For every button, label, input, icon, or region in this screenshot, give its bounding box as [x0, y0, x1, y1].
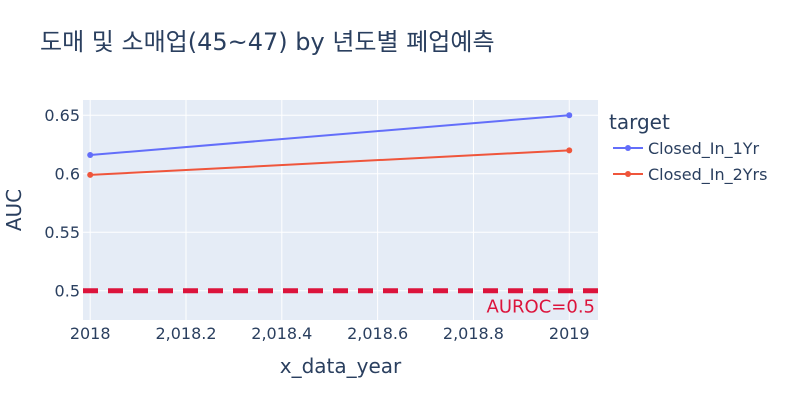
data-point[interactable]	[566, 147, 573, 154]
legend[interactable]: target Closed_In_1Yr Closed_In_2Yrs	[609, 110, 767, 185]
y-tick-label: 0.5	[55, 282, 80, 301]
series-group	[87, 112, 573, 178]
y-axis-label: AUC	[2, 189, 26, 231]
x-tick-label: 2018	[70, 324, 111, 343]
y-tick-label: 0.6	[55, 165, 80, 184]
y-tick-label: 0.65	[44, 106, 80, 125]
chart-title: 도매 및 소매업(45~47) by 년도별 폐업예측	[40, 28, 495, 56]
data-point[interactable]	[87, 171, 94, 178]
x-tick-label: 2,018.2	[155, 324, 216, 343]
legend-label: Closed_In_2Yrs	[648, 165, 767, 185]
legend-swatch-marker	[625, 171, 631, 177]
legend-title: target	[609, 110, 670, 134]
series-line-1	[90, 114, 570, 156]
y-axis-ticks: 0.5 0.55 0.6 0.65	[44, 106, 80, 301]
data-point[interactable]	[87, 152, 94, 158]
legend-swatch-marker	[625, 145, 631, 151]
plot-area	[83, 100, 598, 320]
series-line-2	[90, 149, 570, 176]
x-tick-label: 2,018.8	[443, 324, 504, 343]
data-point[interactable]	[566, 112, 573, 119]
x-tick-label: 2019	[549, 324, 590, 343]
legend-item[interactable]: Closed_In_2Yrs	[613, 165, 767, 185]
legend-label: Closed_In_1Yr	[648, 139, 760, 159]
reference-line-group: AUROC=0.5	[83, 288, 598, 318]
reference-line-label: AUROC=0.5	[487, 297, 595, 318]
x-tick-label: 2,018.6	[347, 324, 408, 343]
legend-item[interactable]: Closed_In_1Yr	[613, 139, 760, 159]
y-tick-label: 0.55	[44, 223, 80, 242]
x-axis-label: x_data_year	[280, 354, 402, 378]
x-tick-label: 2,018.4	[251, 324, 312, 343]
x-axis-ticks: 2018 2,018.2 2,018.4 2,018.6 2,018.8 2019	[70, 324, 590, 343]
